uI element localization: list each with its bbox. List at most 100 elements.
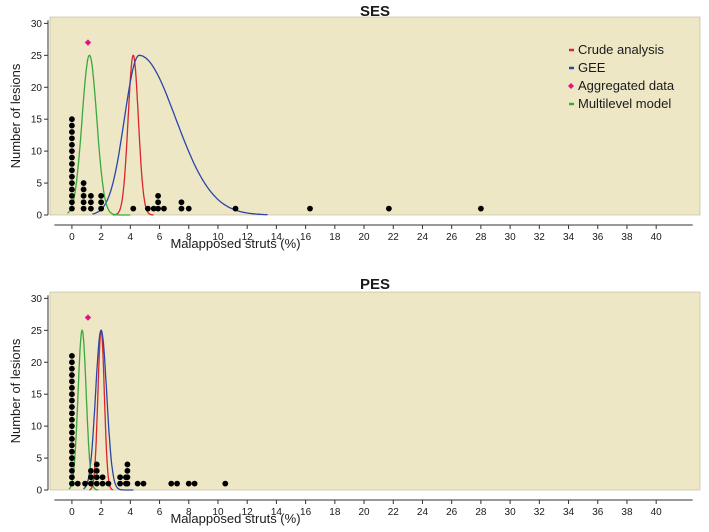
pes-y-tick-label: 5 bbox=[36, 454, 42, 465]
ses-lesion-dot bbox=[98, 205, 105, 212]
ses-lesion-dot bbox=[98, 192, 105, 199]
pes-x-tick-label: 14 bbox=[271, 507, 283, 518]
ses-lesion-dot bbox=[69, 180, 75, 186]
ses-x-tick-label: 16 bbox=[300, 232, 312, 243]
pes-lesion-dot bbox=[74, 480, 81, 487]
pes-lesion-dot bbox=[69, 404, 75, 410]
ses-curve-multilevel bbox=[67, 54, 131, 216]
ses-y-tick-label: 0 bbox=[36, 211, 42, 222]
ses-aggregated-marker bbox=[84, 39, 92, 46]
ses-chart-title: SES bbox=[360, 3, 390, 20]
pes-lesion-dot bbox=[168, 480, 175, 487]
pes-lesion-dot bbox=[124, 467, 131, 474]
pes-lesion-dot bbox=[87, 467, 94, 474]
ses-lesion-dot bbox=[232, 205, 239, 212]
pes-y-tick-label: 30 bbox=[31, 294, 43, 305]
pes-y-tick-label: 0 bbox=[36, 486, 42, 497]
pes-lesion-dot bbox=[69, 423, 75, 430]
pes-lesion-dot bbox=[69, 416, 75, 423]
ses-lesion-dot bbox=[69, 154, 75, 161]
pes-lesion-dot bbox=[99, 474, 106, 481]
ses-lesion-dot bbox=[385, 205, 392, 212]
pes-lesion-dot bbox=[93, 474, 100, 481]
ses-x-tick-label: 18 bbox=[329, 232, 341, 243]
pes-lesion-dot bbox=[87, 480, 94, 487]
pes-x-tick-label: 12 bbox=[242, 507, 254, 518]
ses-lesion-dot bbox=[69, 141, 75, 148]
ses-lesion-dot bbox=[69, 148, 75, 155]
ses-x-tick-label: 20 bbox=[358, 232, 370, 243]
ses-lesion-dot bbox=[477, 205, 484, 212]
ses-lesion-dot bbox=[155, 199, 161, 206]
ses-x-axis-label: Malapposed struts (%) bbox=[170, 236, 300, 251]
ses-lesion-dot bbox=[98, 199, 105, 206]
pes-lesion-dot bbox=[69, 352, 75, 359]
pes-lesion-dot bbox=[124, 474, 131, 481]
pes-lesion-dot bbox=[124, 480, 131, 487]
pes-lesion-dot bbox=[69, 461, 75, 468]
ses-lesion-dot bbox=[87, 192, 94, 199]
ses-lesion-dot bbox=[161, 205, 167, 212]
pes-aggregated-marker bbox=[84, 314, 92, 321]
pes-lesion-dot bbox=[93, 461, 100, 468]
pes-chart-title: PES bbox=[360, 276, 390, 293]
pes-lesion-dot bbox=[124, 461, 131, 468]
ses-lesion-dot bbox=[80, 192, 87, 199]
ses-x-tick-label: 0 bbox=[69, 232, 75, 243]
pes-lesion-dot bbox=[69, 467, 75, 474]
ses-lesion-dot bbox=[130, 205, 137, 212]
ses-y-tick-label: 30 bbox=[31, 19, 43, 30]
pes-lesion-dot bbox=[191, 480, 198, 487]
pes-lesion-dot bbox=[69, 359, 75, 366]
pes-lesion-dot bbox=[69, 436, 75, 442]
pes-y-tick-label: 10 bbox=[31, 422, 43, 433]
ses-x-tick-label: 28 bbox=[475, 232, 487, 243]
ses-y-tick-label: 20 bbox=[31, 83, 43, 94]
legend-crude-label: Crude analysis bbox=[578, 42, 664, 57]
ses-lesion-dot bbox=[69, 205, 75, 212]
pes-curve-gee bbox=[83, 329, 134, 491]
pes-lesion-dot bbox=[222, 480, 229, 487]
pes-y-tick-label: 20 bbox=[31, 358, 43, 369]
ses-x-tick-label: 6 bbox=[157, 232, 163, 243]
ses-lesion-dot bbox=[307, 205, 313, 212]
pes-x-tick-label: 28 bbox=[475, 507, 487, 518]
pes-lesion-dot bbox=[105, 480, 112, 487]
panel-pes: PES Number of lesions Malapposed struts … bbox=[8, 276, 701, 526]
ses-lesion-dot bbox=[150, 205, 157, 212]
pes-x-tick-label: 38 bbox=[621, 507, 633, 518]
ses-lesion-dot bbox=[69, 122, 75, 129]
ses-lesion-dot bbox=[178, 199, 185, 206]
ses-lesion-dot bbox=[144, 205, 151, 212]
pes-lesion-dot bbox=[140, 480, 147, 487]
pes-lesion-dot bbox=[69, 397, 75, 404]
pes-lesion-dot bbox=[69, 391, 75, 398]
legend-aggregated-label: Aggregated data bbox=[578, 78, 675, 93]
pes-x-tick-label: 18 bbox=[329, 507, 341, 518]
ses-lesion-dot bbox=[178, 205, 185, 212]
pes-lesion-dot bbox=[69, 455, 75, 461]
pes-x-tick-label: 30 bbox=[505, 507, 517, 518]
ses-aggregated-point bbox=[84, 39, 92, 46]
pes-aggregated-point bbox=[84, 314, 92, 321]
ses-x-tick-label: 24 bbox=[417, 232, 429, 243]
pes-x-tick-label: 40 bbox=[651, 507, 663, 518]
ses-y-axis-label: Number of lesions bbox=[8, 63, 23, 168]
pes-lesion-dot bbox=[87, 474, 94, 481]
pes-lesion-dot bbox=[69, 384, 75, 391]
pes-y-tick-label: 15 bbox=[31, 390, 43, 401]
ses-x-tick-label: 8 bbox=[186, 232, 192, 243]
pes-x-tick-label: 34 bbox=[563, 507, 575, 518]
ses-lesion-dot bbox=[155, 205, 161, 212]
ses-lesion-dot bbox=[69, 173, 75, 180]
pes-lesion-dot bbox=[69, 429, 75, 436]
ses-y-tick-label: 15 bbox=[31, 115, 43, 126]
ses-lesion-dot bbox=[69, 135, 75, 142]
ses-x-tick-label: 30 bbox=[505, 232, 517, 243]
pes-y-tick-label: 25 bbox=[31, 326, 43, 337]
ses-lesion-dots bbox=[69, 116, 484, 212]
pes-lesion-dot bbox=[174, 480, 180, 487]
pes-lesion-dot bbox=[93, 467, 100, 474]
